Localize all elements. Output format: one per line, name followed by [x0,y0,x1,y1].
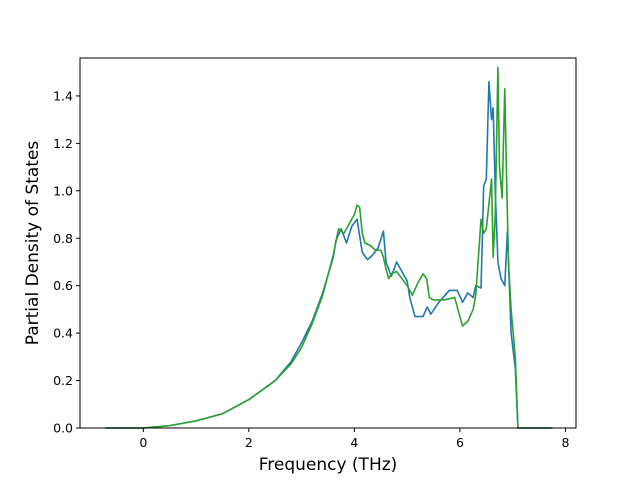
x-axis-title: Frequency (THz) [259,455,398,475]
x-axis-ticks: 0 2 4 6 8 [139,428,569,450]
plot-area [80,58,576,428]
y-axis-ticks: 0.0 0.2 0.4 0.6 0.8 1.0 1.2 1.4 [53,88,80,436]
y-tick-label: 1.0 [53,183,73,198]
x-tick-label: 4 [350,435,358,450]
y-tick-label: 0.2 [53,373,73,388]
series-line-2 [105,66,553,429]
y-tick-label: 0.4 [53,326,73,341]
x-tick-label: 2 [245,435,253,450]
x-tick-label: 6 [456,435,464,450]
plot-frame [79,57,577,429]
x-tick-label: 0 [139,435,147,450]
x-tick-label: 8 [561,435,569,450]
series-layer [105,66,553,429]
y-axis-title: Partial Density of States [23,141,43,346]
y-tick-label: 0.0 [53,421,73,436]
y-tick-label: 1.4 [53,88,73,103]
y-tick-label: 0.6 [53,278,73,293]
y-tick-label: 0.8 [53,231,73,246]
y-tick-label: 1.2 [53,136,73,151]
